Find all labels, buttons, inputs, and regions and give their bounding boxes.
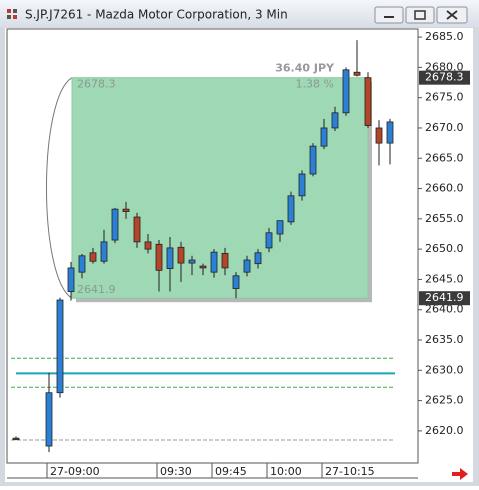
range-percent: 1.38 % — [296, 78, 334, 91]
candle-body — [342, 69, 350, 114]
y-tick-label: 2670.0 — [425, 121, 464, 134]
candle-body — [210, 251, 218, 273]
price-marker-label: 2678.3 — [425, 71, 464, 84]
candle-body — [375, 127, 383, 144]
candle-body — [320, 127, 328, 147]
x-tick-label: 09:30 — [160, 465, 192, 478]
candle-body — [89, 252, 97, 262]
range-change: 36.40 JPY — [275, 62, 335, 75]
candle-body — [265, 232, 273, 249]
candle-body — [144, 241, 152, 250]
x-tick-label: 10:00 — [270, 465, 302, 478]
y-tick-label: 2640.0 — [425, 303, 464, 316]
y-tick-label: 2680.0 — [425, 60, 464, 73]
range-curve — [46, 77, 73, 299]
candle-body — [133, 216, 141, 243]
candle-body — [78, 255, 86, 273]
candle-body — [287, 195, 295, 223]
price-marker — [419, 70, 470, 85]
y-tick-label: 2635.0 — [425, 333, 464, 346]
candle-body — [276, 220, 284, 235]
y-tick-label: 2660.0 — [425, 182, 464, 195]
app-icon — [7, 9, 17, 19]
x-tick-label: 27-09:00 — [50, 465, 100, 478]
candle-body — [122, 208, 130, 212]
y-tick-label: 2625.0 — [425, 394, 464, 407]
x-tick-label: 27-10:15 — [325, 465, 375, 478]
window-title: S.JP.J7261 - Mazda Motor Corporation, 3 … — [25, 8, 288, 22]
candle-body — [12, 437, 20, 441]
candle-body — [155, 243, 163, 271]
candle-body — [177, 246, 185, 264]
candle-body — [188, 259, 196, 264]
candle-body — [254, 252, 262, 265]
candle-body — [353, 71, 361, 76]
candle-body — [100, 241, 108, 262]
range-box — [71, 77, 369, 299]
candle-body — [45, 392, 53, 447]
y-tick-label: 2620.0 — [425, 424, 464, 437]
candle-body — [56, 299, 64, 394]
candle-body — [386, 121, 394, 144]
candle-body — [199, 265, 207, 269]
candle-body — [166, 247, 174, 269]
y-tick-label: 2645.0 — [425, 272, 464, 285]
y-tick-label: 2675.0 — [425, 91, 464, 104]
price-marker — [419, 291, 470, 306]
x-tick-label: 09:45 — [215, 465, 247, 478]
candle-body — [111, 208, 119, 241]
maximize-button[interactable] — [405, 6, 435, 24]
y-tick-label: 2685.0 — [425, 30, 464, 43]
price-marker-label: 2641.9 — [425, 291, 464, 304]
range-upper-label: 2678.3 — [77, 78, 116, 91]
y-tick-label: 2630.0 — [425, 363, 464, 376]
y-tick-label: 2665.0 — [425, 151, 464, 164]
candle-body — [364, 77, 372, 126]
range-lower-label: 2641.9 — [77, 283, 116, 296]
candle-body — [243, 259, 251, 273]
candle-body — [232, 275, 240, 289]
y-tick-label: 2655.0 — [425, 212, 464, 225]
close-button[interactable] — [436, 6, 468, 24]
candle-body — [331, 112, 339, 129]
candle-body — [67, 267, 75, 292]
minimize-button[interactable] — [374, 6, 404, 24]
candle-body — [221, 252, 229, 269]
scroll-arrow[interactable] — [452, 468, 468, 480]
candle-body — [309, 145, 317, 175]
y-tick-label: 2650.0 — [425, 242, 464, 255]
candle-body — [298, 173, 306, 197]
